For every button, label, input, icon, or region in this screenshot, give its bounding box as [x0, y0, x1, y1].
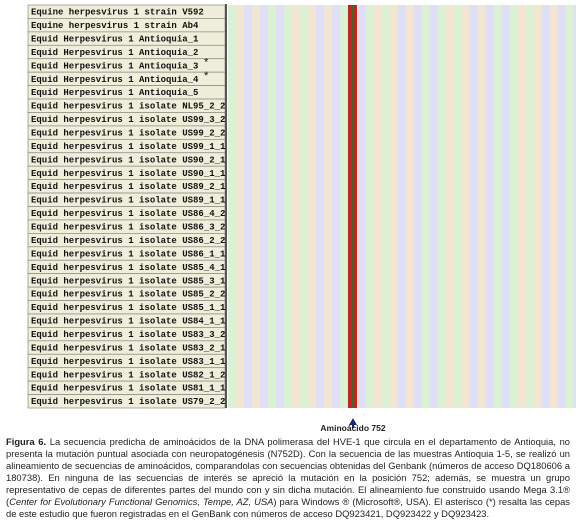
caption-label: Figura 6.: [6, 436, 47, 447]
column-stripe: [244, 5, 252, 408]
column-stripe: [366, 5, 374, 408]
column-stripe: [558, 5, 566, 408]
column-stripe: [332, 5, 340, 408]
column-stripe: [414, 5, 422, 408]
sequence-name: Equid herpesvirus 1 isolate US89_1_1: [31, 196, 226, 206]
sequence-name: Equid Herpesvirus 1 Antioquia_5: [31, 88, 198, 98]
sequence-name: Equid herpesvirus 1 isolate US90_1_1: [31, 169, 226, 179]
column-stripe: [494, 5, 502, 408]
column-stripe: [284, 5, 292, 408]
sequence-name: Equid herpesvirus 1 isolate US99_2_2: [31, 128, 225, 138]
column-stripe: [462, 5, 470, 408]
sequence-name: Equid herpesvirus 1 isolate US85_1_1: [31, 303, 226, 313]
sequence-names: Equine herpesvirus 1 strain V592 Equine h…: [27, 4, 226, 409]
column-stripe: [454, 5, 462, 408]
asterisk: *: [204, 56, 209, 68]
column-stripe: [478, 5, 486, 408]
sequence-name: Equid herpesvirus 1 isolate US83_3_2: [31, 330, 225, 340]
position-arrow: [349, 418, 357, 425]
sequence-name: Equid Herpesvirus 1 Antioquia_2: [31, 48, 198, 58]
column-stripe: [228, 5, 236, 408]
column-stripe: [510, 5, 518, 408]
sequence-name: Equid herpesvirus 1 isolate US86_2_2: [31, 236, 225, 246]
sequence-name: Equid Herpesvirus 1 Antioquia_4: [31, 75, 199, 85]
column-stripe: [340, 5, 348, 408]
column-stripe: [422, 5, 430, 408]
column-stripe: [446, 5, 454, 408]
column-stripe: [438, 5, 446, 408]
sequence-name: Equid herpesvirus 1 isolate US85_2_2: [31, 290, 225, 300]
column-stripe: [324, 5, 332, 408]
sequence-name: Equid herpesvirus 1 isolate US86_1_1: [31, 249, 226, 259]
column-stripe: [374, 5, 382, 408]
sequence-name: Equid herpesvirus 1 isolate US86_3_2: [31, 223, 225, 233]
column-stripe: [550, 5, 558, 408]
column-stripe: [268, 5, 276, 408]
sequence-name: Equid herpesvirus 1 isolate US86_4_2: [31, 209, 225, 219]
sequence-name: Equid Herpesvirus 1 Antioquia_3: [31, 61, 198, 71]
sequence-name: Equid herpesvirus 1 isolate US99_3_2: [31, 115, 225, 125]
column-stripe: [292, 5, 300, 408]
column-stripe: [486, 5, 494, 408]
column-stripe: [236, 5, 244, 408]
column-stripe: [518, 5, 526, 408]
column-stripe: [316, 5, 324, 408]
caption-text: ) para Windows ® (Microsoft®, USA). El a…: [6, 496, 570, 519]
column-stripe: [382, 5, 390, 408]
sequence-name: Equid herpesvirus 1 isolate US83_2_1: [31, 343, 226, 353]
column-stripe: [502, 5, 510, 408]
column-stripe: [470, 5, 478, 408]
figure-caption: Figura 6. La secuencia predicha de amino…: [6, 436, 570, 520]
sequence-name: Equid herpesvirus 1 isolate US85_3_1: [31, 276, 226, 286]
sequence-name: Equine herpesvirus 1 strain V592: [31, 8, 204, 18]
column-stripe: [252, 5, 260, 408]
sequence-name: Equid herpesvirus 1 isolate US85_4_1: [31, 263, 226, 273]
sequence-name: Equid herpesvirus 1 isolate US89_2_1: [31, 182, 226, 192]
column-stripe: [406, 5, 414, 408]
caption-italic: Center for Evolutionary Functional Genom…: [9, 496, 274, 507]
column-stripe: [534, 5, 542, 408]
sequence-name: Equine herpesvirus 1 strain Ab4: [31, 21, 199, 31]
column-stripe: [300, 5, 308, 408]
alignment-columns: [228, 5, 576, 408]
alignment-figure: Equine herpesvirus 1 strain V592 Equine h…: [27, 4, 576, 432]
sequence-name: Equid Herpesvirus 1 Antioquia_1: [31, 34, 199, 44]
sequence-name: Equid herpesvirus 1 isolate US79_2_2: [31, 397, 225, 407]
sequence-name: Equid herpesvirus 1 isolate US81_1_1: [31, 384, 226, 394]
sequence-name: Equid herpesvirus 1 isolate US84_1_1: [31, 317, 226, 327]
column-stripe: [358, 5, 366, 408]
caption-text: La secuencia predicha de aminoácidos de …: [6, 436, 571, 507]
sequence-name: Equid herpesvirus 1 isolate US90_2_1: [31, 155, 226, 165]
sequence-name: Equid herpesvirus 1 isolate US82_1_2: [31, 370, 225, 380]
column-stripe: [398, 5, 406, 408]
column-stripe: [542, 5, 550, 408]
column-stripe: [260, 5, 268, 408]
column-stripe: [276, 5, 284, 408]
column-stripe: [430, 5, 438, 408]
highlight-column-center: [351, 5, 354, 408]
position-label: Aminoácido 752: [320, 423, 385, 432]
column-stripe: [566, 5, 574, 408]
asterisk: *: [204, 70, 209, 82]
column-stripe: [390, 5, 398, 408]
column-stripe: [526, 5, 534, 408]
sequence-name: Equid herpesvirus 1 isolate NL95_2_2: [31, 102, 225, 112]
column-stripe: [308, 5, 316, 408]
sequence-name: Equid herpesvirus 1 isolate US99_1_1: [31, 142, 226, 152]
column-stripe: [574, 5, 576, 408]
sequence-name: Equid herpesvirus 1 isolate US83_1_1: [31, 357, 226, 367]
